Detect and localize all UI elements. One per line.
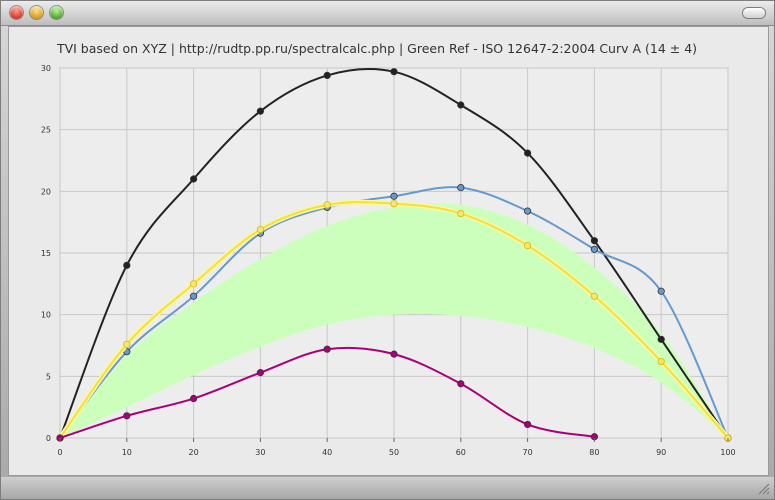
x-tick-label: 60 (456, 448, 466, 457)
y-tick-label: 25 (41, 126, 51, 135)
y-tick-label: 15 (41, 249, 51, 258)
series-4-point (190, 394, 198, 403)
chart-area: TVI based on XYZ | http://rudtp.pp.ru/sp… (8, 26, 769, 476)
tvi-chart: TVI based on XYZ | http://rudtp.pp.ru/sp… (41, 41, 736, 457)
x-tick-label: 0 (57, 448, 62, 457)
series-4-point (323, 345, 331, 353)
minimize-window-button[interactable] (30, 6, 43, 19)
series-1-point (123, 261, 131, 269)
toolbar-toggle-button[interactable] (743, 8, 765, 18)
zoom-window-button[interactable] (50, 6, 63, 19)
y-tick-label: 10 (41, 311, 51, 320)
tolerance-band (60, 203, 728, 438)
series-1-point (590, 237, 599, 245)
series-2-point (657, 287, 665, 295)
series-layer (56, 68, 732, 442)
x-tick-label: 10 (122, 448, 132, 457)
series-2-point (523, 207, 532, 215)
x-tick-label: 20 (189, 448, 199, 457)
x-tick-label: 30 (255, 448, 265, 457)
series-4-point (256, 369, 264, 377)
y-tick-label: 5 (46, 372, 51, 381)
series-4-point (523, 420, 532, 429)
y-axis: 0 5 10 15 20 25 30 (41, 64, 51, 443)
status-bar (1, 477, 774, 499)
series-3-point (390, 200, 398, 208)
series-1-point (390, 68, 398, 76)
series-1-point (457, 101, 465, 109)
series-2-point (390, 192, 398, 200)
series-3-point (323, 201, 331, 209)
series-1-point (523, 149, 532, 157)
y-tick-label: 30 (41, 64, 51, 73)
x-tick-label: 70 (523, 448, 533, 457)
series-3-point (190, 280, 198, 288)
y-tick-label: 0 (46, 434, 51, 443)
x-tick-label: 90 (656, 448, 666, 457)
x-tick-label: 80 (589, 448, 599, 457)
series-3-point (256, 225, 264, 234)
window-titlebar (1, 1, 774, 26)
series-2-point (457, 184, 465, 192)
series-3-point (123, 340, 131, 348)
series-1-point (657, 335, 665, 343)
series-3-point (657, 357, 665, 366)
series-4-point (457, 380, 465, 388)
series-4-point (390, 350, 398, 358)
plot-area: 0 10 20 30 40 50 60 70 80 90 100 0 5 10 15 20 25 30 (41, 64, 736, 457)
series-4-point (123, 412, 131, 420)
close-window-button[interactable] (10, 6, 23, 19)
x-tick-label: 40 (322, 448, 332, 457)
chart-title: TVI based on XYZ | http://rudtp.pp.ru/sp… (56, 41, 697, 56)
resize-grip-icon[interactable] (756, 481, 770, 495)
series-2-point (590, 245, 599, 253)
series-3-point (457, 209, 465, 218)
y-tick-label: 20 (41, 187, 51, 196)
x-axis: 0 10 20 30 40 50 60 70 80 90 100 (57, 438, 736, 457)
series-3-point (523, 242, 532, 250)
series-1-point (190, 175, 198, 183)
series-1-point (323, 71, 331, 80)
x-tick-label: 100 (720, 448, 735, 457)
x-tick-label: 50 (389, 448, 399, 457)
series-1-point (256, 107, 264, 115)
series-3-point (590, 292, 599, 300)
series-2-point (190, 292, 198, 300)
